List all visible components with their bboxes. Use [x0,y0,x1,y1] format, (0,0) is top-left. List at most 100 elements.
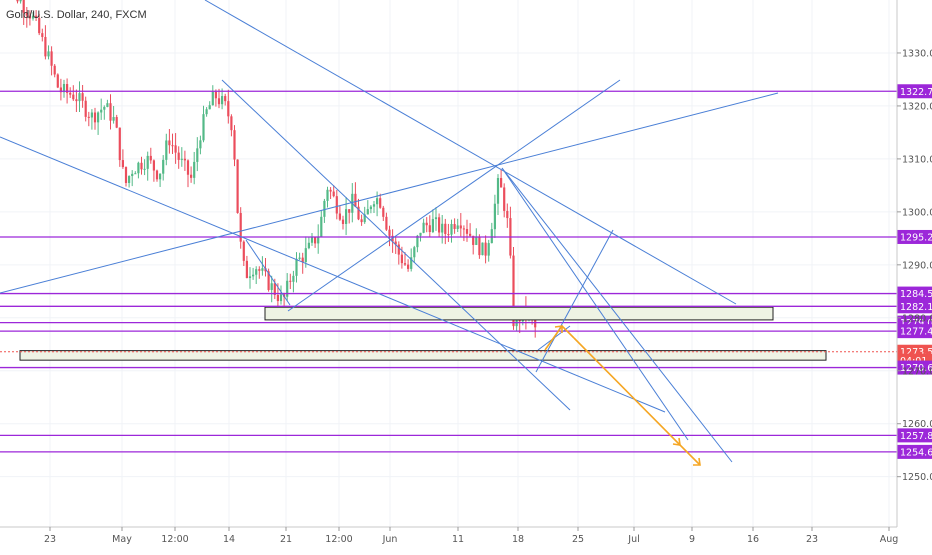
candle-body [53,65,56,75]
candle-body [69,92,72,95]
candle-body [314,237,317,244]
y-tick-label: 1330.00 [902,48,932,59]
candle-body [155,170,159,180]
candle-body [149,155,152,161]
candle-body [128,176,131,183]
candle-body [273,283,276,295]
candle-body [239,212,242,242]
candle-body [515,317,518,327]
candle-body [320,216,323,237]
x-tick-label: Jul [627,534,639,545]
candle-body [289,280,292,282]
trend-line [221,79,571,411]
price-label: 1279.09 [900,318,932,329]
price-label-bg [897,360,932,375]
price-label: 1273.59 [900,347,932,358]
candle-body [115,117,118,128]
x-tick-label: 14 [223,534,235,545]
candle-body [416,235,419,248]
candle-body [369,206,372,210]
zones [19,306,827,361]
price-label-bg [897,286,932,301]
candle-body [118,127,121,161]
candle-body [403,263,407,265]
trend-line [535,229,614,373]
arrow-head [693,457,701,466]
candle-body [397,244,400,255]
x-tick-label: 23 [806,534,818,545]
candle-body [462,228,465,230]
candle-body [199,140,202,149]
candle-body [348,209,351,213]
candle-body [307,242,310,249]
candle-body [47,51,50,57]
candle-body [335,196,338,214]
candle-body [394,241,397,245]
candle-body [475,236,478,245]
candle-body [286,280,289,297]
arrow-head [672,437,681,446]
candle-body [242,241,245,261]
candle-body [469,233,472,236]
candle-body [174,145,177,153]
candle-body [16,0,19,2]
candle-body [478,236,481,256]
candle-body [124,167,128,183]
grid [0,0,897,527]
trend-line [501,167,689,441]
projection-arrow-segment [679,444,701,466]
candle-body [431,219,434,233]
candle-body [345,209,348,224]
candle-body [177,152,180,160]
candle-body [236,159,239,213]
price-label-bg [897,229,932,244]
arrow-head [554,325,563,333]
candle-body [472,235,475,245]
candle-body [407,264,410,269]
y-tick-label: 1290.00 [902,260,932,271]
candle-body [248,276,252,278]
candle-body [214,91,217,99]
candle-body [292,275,295,282]
candle-body [428,225,431,233]
candle-body [438,217,441,233]
candle-body [301,257,304,263]
candle-body [332,191,335,197]
candle-body [50,51,53,66]
candle-body [66,84,69,93]
candle-body [456,225,459,229]
candle-body [62,84,66,93]
candle-body [221,96,224,105]
candle-body [493,203,496,230]
trend-line [287,79,621,312]
candle-body [500,178,503,188]
price-label: 1254.68 [900,447,932,458]
candle-body [441,223,444,233]
candle-body [376,198,379,205]
candle-body [211,91,214,106]
candle-body [310,237,314,243]
candle-body [28,15,31,19]
x-tick-label: 25 [572,534,584,545]
y-tick-label: 1250.00 [902,472,932,483]
y-tick-label: 1270.00 [902,366,932,377]
candle-body [357,206,360,220]
candle-body [270,283,273,290]
candle-body [329,189,332,192]
candle-body [252,274,255,277]
candle-body [490,229,493,244]
x-tick-label: 9 [689,534,695,545]
price-axis: 1250.00 1260.00 1270.00 1280.00 1290.00 1300.… [896,0,932,527]
candle-body [78,93,81,102]
candle-body [38,18,41,34]
candle-body [190,174,193,178]
candle-body [465,228,469,234]
candle-body [279,294,283,302]
candle-body [496,178,500,204]
candle-body [444,223,447,235]
projection-arrow-segment [573,337,681,446]
candle-body [75,99,78,102]
candle-body [137,162,140,174]
candle-body [87,116,90,118]
